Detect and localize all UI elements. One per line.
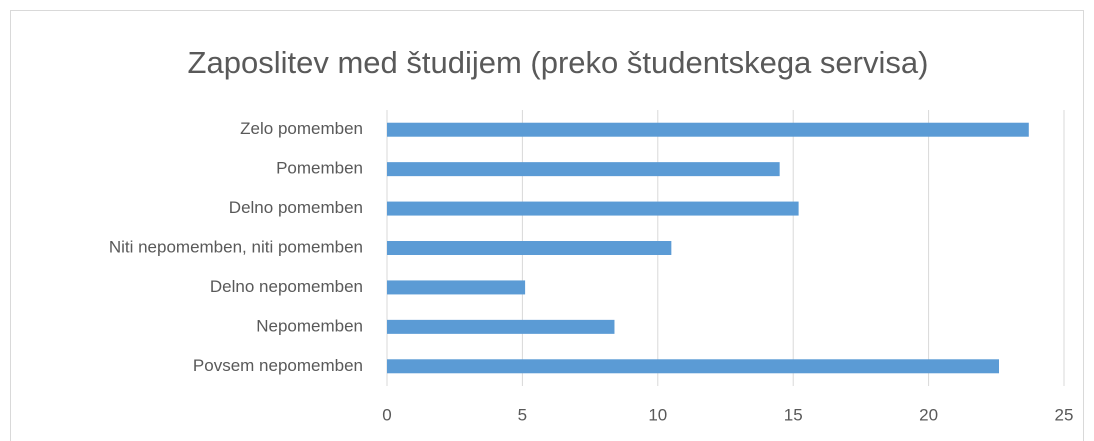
- bar: [387, 162, 780, 177]
- y-tick-label: Niti nepomemben, niti pomemben: [109, 237, 363, 256]
- y-tick-label: Zelo pomemben: [240, 119, 363, 138]
- bar: [387, 359, 1000, 374]
- chart-title: Zaposlitev med študijem (preko študentsk…: [188, 45, 929, 80]
- x-tick-label: 5: [518, 405, 527, 424]
- x-tick-label: 0: [382, 405, 391, 424]
- x-tick-label: 10: [648, 405, 667, 424]
- bar: [387, 241, 672, 255]
- bar: [387, 319, 615, 334]
- bar: [387, 122, 1029, 137]
- y-tick-label: Nepomemben: [256, 316, 363, 335]
- bar: [387, 201, 799, 216]
- bar: [387, 280, 526, 295]
- x-tick-label: 25: [1055, 405, 1074, 424]
- y-tick-label: Delno pomemben: [229, 198, 363, 217]
- y-tick-label: Delno nepomemben: [210, 277, 363, 296]
- x-tick-label: 20: [919, 405, 938, 424]
- y-tick-label: Pomemben: [276, 159, 363, 178]
- y-tick-label: Povsem nepomemben: [193, 356, 363, 375]
- x-tick-label: 15: [784, 405, 803, 424]
